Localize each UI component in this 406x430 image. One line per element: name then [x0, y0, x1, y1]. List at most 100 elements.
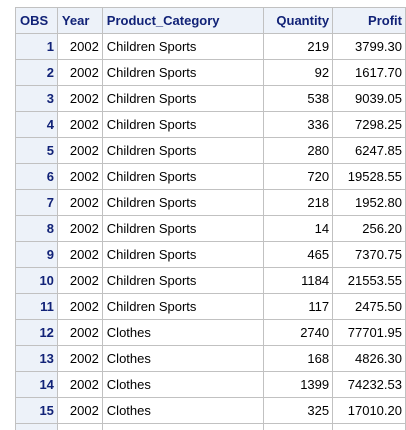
year-cell: 2002	[56, 319, 103, 346]
quantity-cell: 2740	[263, 319, 334, 346]
table-row: 5 2002 Children Sports 280 6247.85	[15, 137, 406, 164]
profit-cell: 9039.05	[332, 85, 406, 112]
profit-cell: 77701.95	[332, 319, 406, 346]
profit-cell-cutoff	[332, 423, 406, 430]
quantity-cell: 14	[263, 215, 334, 242]
table-row: 4 2002 Children Sports 336 7298.25	[15, 111, 406, 138]
obs-cell: 13	[15, 345, 58, 372]
quantity-cell: 465	[263, 241, 334, 268]
year-cell-cutoff	[56, 423, 103, 430]
obs-cell: 10	[15, 267, 58, 294]
obs-cell-cutoff	[15, 423, 58, 430]
table-row: 13 2002 Clothes 168 4826.30	[15, 345, 406, 372]
column-header-obs: OBS	[15, 7, 58, 34]
profit-cell: 7370.75	[332, 241, 406, 268]
product-category-cell: Children Sports	[101, 267, 265, 294]
column-header-quantity: Quantity	[263, 7, 334, 34]
year-cell: 2002	[56, 241, 103, 268]
year-cell: 2002	[56, 371, 103, 398]
product-category-cell: Clothes	[101, 397, 265, 424]
year-cell: 2002	[56, 293, 103, 320]
year-cell: 2002	[56, 397, 103, 424]
product-category-cell-cutoff	[101, 423, 265, 430]
quantity-cell: 280	[263, 137, 334, 164]
year-cell: 2002	[56, 137, 103, 164]
profit-cell: 4826.30	[332, 345, 406, 372]
obs-cell: 11	[15, 293, 58, 320]
obs-cell: 15	[15, 397, 58, 424]
product-category-cell: Children Sports	[101, 137, 265, 164]
year-cell: 2002	[56, 215, 103, 242]
year-cell: 2002	[56, 111, 103, 138]
product-category-cell: Children Sports	[101, 85, 265, 112]
quantity-cell: 1399	[263, 371, 334, 398]
year-cell: 2002	[56, 59, 103, 86]
year-cell: 2002	[56, 345, 103, 372]
column-header-profit: Profit	[332, 7, 406, 34]
product-category-cell: Children Sports	[101, 33, 265, 60]
profit-cell: 21553.55	[332, 267, 406, 294]
quantity-cell: 92	[263, 59, 334, 86]
product-category-cell: Clothes	[101, 319, 265, 346]
profit-cell: 74232.53	[332, 371, 406, 398]
product-category-cell: Children Sports	[101, 189, 265, 216]
year-cell: 2002	[56, 189, 103, 216]
year-cell: 2002	[56, 163, 103, 190]
table-row: 15 2002 Clothes 325 17010.20	[15, 397, 406, 424]
product-category-cell: Clothes	[101, 371, 265, 398]
obs-cell: 2	[15, 59, 58, 86]
obs-cell: 8	[15, 215, 58, 242]
quantity-cell: 168	[263, 345, 334, 372]
table-row: 12 2002 Clothes 2740 77701.95	[15, 319, 406, 346]
quantity-cell: 218	[263, 189, 334, 216]
obs-cell: 14	[15, 371, 58, 398]
product-category-cell: Children Sports	[101, 111, 265, 138]
quantity-cell: 336	[263, 111, 334, 138]
product-category-cell: Clothes	[101, 345, 265, 372]
profit-cell: 1952.80	[332, 189, 406, 216]
profit-cell: 6247.85	[332, 137, 406, 164]
header-row: OBS Year Product_Category Quantity Profi…	[15, 7, 406, 34]
product-category-cell: Children Sports	[101, 293, 265, 320]
obs-cell: 5	[15, 137, 58, 164]
obs-cell: 4	[15, 111, 58, 138]
profit-cell: 256.20	[332, 215, 406, 242]
table-row: 6 2002 Children Sports 720 19528.55	[15, 163, 406, 190]
profit-cell: 3799.30	[332, 33, 406, 60]
table-row: 14 2002 Clothes 1399 74232.53	[15, 371, 406, 398]
table-row: 1 2002 Children Sports 219 3799.30	[15, 33, 406, 60]
quantity-cell: 117	[263, 293, 334, 320]
obs-cell: 9	[15, 241, 58, 268]
year-cell: 2002	[56, 267, 103, 294]
year-cell: 2002	[56, 33, 103, 60]
obs-cell: 6	[15, 163, 58, 190]
quantity-cell: 219	[263, 33, 334, 60]
table-row: 7 2002 Children Sports 218 1952.80	[15, 189, 406, 216]
obs-cell: 1	[15, 33, 58, 60]
product-category-cell: Children Sports	[101, 163, 265, 190]
quantity-cell: 325	[263, 397, 334, 424]
quantity-cell: 720	[263, 163, 334, 190]
year-cell: 2002	[56, 85, 103, 112]
obs-cell: 7	[15, 189, 58, 216]
table-row: 2 2002 Children Sports 92 1617.70	[15, 59, 406, 86]
product-category-cell: Children Sports	[101, 215, 265, 242]
column-header-product-category: Product_Category	[101, 7, 265, 34]
data-table: OBS Year Product_Category Quantity Profi…	[15, 7, 406, 430]
profit-cell: 19528.55	[332, 163, 406, 190]
profit-cell: 2475.50	[332, 293, 406, 320]
obs-cell: 12	[15, 319, 58, 346]
table-row-cutoff	[15, 423, 406, 430]
product-category-cell: Children Sports	[101, 241, 265, 268]
table-row: 3 2002 Children Sports 538 9039.05	[15, 85, 406, 112]
quantity-cell: 1184	[263, 267, 334, 294]
profit-cell: 7298.25	[332, 111, 406, 138]
column-header-year: Year	[56, 7, 103, 34]
quantity-cell: 538	[263, 85, 334, 112]
table-row: 11 2002 Children Sports 117 2475.50	[15, 293, 406, 320]
table-row: 10 2002 Children Sports 1184 21553.55	[15, 267, 406, 294]
table-row: 9 2002 Children Sports 465 7370.75	[15, 241, 406, 268]
product-category-cell: Children Sports	[101, 59, 265, 86]
quantity-cell-cutoff	[263, 423, 334, 430]
profit-cell: 17010.20	[332, 397, 406, 424]
